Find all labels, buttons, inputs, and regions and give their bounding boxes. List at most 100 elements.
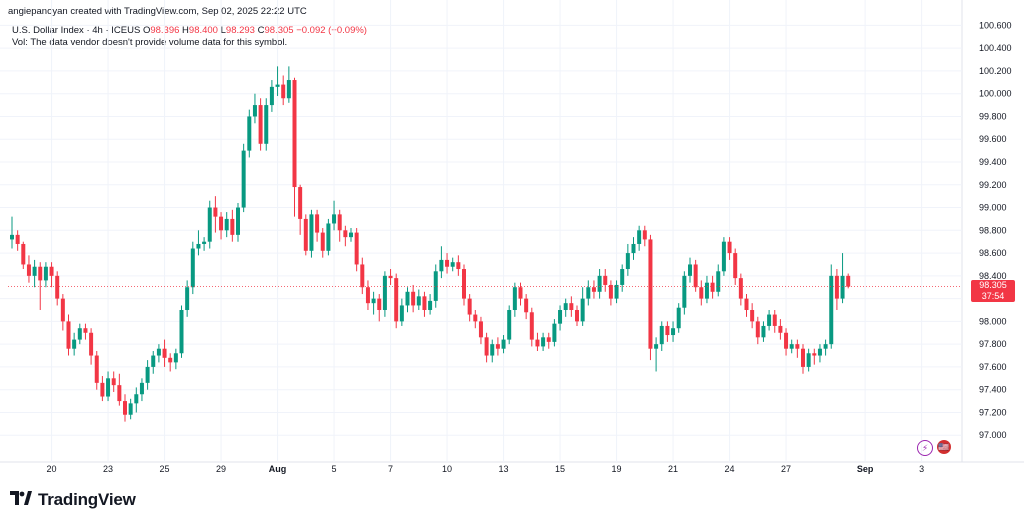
candle-body (495, 344, 500, 349)
candle-body (586, 287, 591, 299)
flash-icon[interactable]: ⚡ (917, 440, 933, 456)
y-tick-label: 97.400 (979, 385, 1007, 395)
candle-body (671, 328, 676, 336)
y-tick-label: 100.000 (979, 89, 1012, 99)
open-label: O (142, 25, 151, 36)
candle-body (767, 314, 772, 326)
y-tick-label: 97.800 (979, 339, 1007, 349)
x-tick-label: 15 (555, 464, 565, 474)
candle-body (303, 218, 308, 251)
candle-body (258, 105, 263, 144)
candle-body (558, 310, 563, 324)
candle-body (665, 325, 670, 336)
candle-body (106, 378, 111, 397)
x-tick-label: 10 (442, 464, 452, 474)
symbol-title[interactable]: U.S. Dollar Index · 4h · ICEUS (12, 25, 141, 36)
candle-body (15, 234, 20, 244)
x-tick-label: 21 (668, 464, 678, 474)
x-tick-label: Sep (857, 464, 874, 474)
candle-body (659, 325, 664, 345)
candle-body (806, 353, 811, 367)
candle-body (236, 207, 240, 235)
x-tick-label: 19 (612, 464, 622, 474)
attribution-text: angiepanoyan created with TradingView.co… (8, 6, 307, 17)
candle-body (173, 353, 178, 363)
candle-body (738, 278, 743, 299)
candle-body (761, 325, 766, 338)
candle-body (343, 230, 348, 238)
candle-body (614, 284, 619, 299)
low-label: L (220, 25, 226, 36)
candle-body (778, 325, 783, 333)
candle-body (445, 259, 450, 267)
candle-body (603, 275, 608, 285)
candle-body (795, 344, 800, 349)
candle-body (298, 187, 303, 219)
y-tick-label: 99.800 (979, 111, 1007, 121)
y-tick-label: 99.600 (979, 134, 1007, 144)
candle-body (77, 328, 82, 340)
candle-body (552, 323, 557, 342)
candle-body (676, 307, 681, 329)
candle-body (688, 264, 692, 276)
candle-body (156, 348, 161, 356)
candle-body (219, 216, 224, 231)
candle-body (21, 243, 26, 265)
candle-body (631, 243, 636, 254)
candle-body (546, 337, 551, 342)
candle-body (637, 230, 642, 244)
us-flag-icon[interactable]: 🇺🇸 (937, 440, 951, 454)
candle-body (179, 310, 184, 354)
candle-body (507, 310, 512, 340)
candle-body (371, 298, 376, 304)
candle-body (128, 403, 133, 415)
candle-body (699, 287, 704, 299)
x-tick-label: 20 (47, 464, 57, 474)
candle-body (162, 348, 167, 358)
change-value: −0.092 (−0.09%) (296, 25, 367, 36)
candle-body (66, 321, 71, 349)
candle-body (490, 344, 495, 356)
candle-body (134, 394, 139, 404)
x-tick-label: 3 (919, 464, 924, 474)
candle-body (524, 298, 529, 313)
candle-body (405, 291, 410, 306)
x-tick-label: 13 (499, 464, 509, 474)
candle-body (38, 266, 43, 281)
candle-body (484, 337, 489, 356)
candle-body (625, 253, 630, 270)
candle-body (326, 223, 331, 251)
y-tick-label: 98.600 (979, 248, 1007, 258)
candle-body (817, 348, 822, 356)
bar-countdown: 37:54 (981, 290, 1005, 301)
candle-body (394, 278, 399, 322)
candle-body (26, 264, 31, 276)
candle-body (83, 328, 88, 333)
last-price-tag: 98.305 37:54 (971, 279, 1015, 302)
y-tick-label: 99.400 (979, 157, 1007, 167)
candle-body (529, 312, 534, 340)
candle-body (716, 271, 721, 292)
candle-body (337, 214, 342, 231)
candle-body (196, 243, 201, 249)
candle-body (535, 339, 540, 347)
candle-body (456, 262, 461, 270)
candle-body (693, 264, 698, 288)
close-label: C (257, 25, 265, 36)
candle-body (541, 337, 546, 347)
candle-body (478, 321, 483, 338)
candle-body (575, 310, 579, 322)
candle-body (416, 296, 421, 306)
candle-body (439, 259, 444, 272)
candle-body (168, 357, 173, 363)
tradingview-brand[interactable]: TradingView (10, 490, 136, 510)
candle-body (349, 232, 353, 238)
x-tick-label: 27 (781, 464, 791, 474)
x-tick-label: Aug (269, 464, 287, 474)
candle-body (213, 207, 218, 217)
candle-body (772, 314, 777, 326)
candle-body (608, 284, 613, 299)
candle-body (43, 266, 48, 281)
